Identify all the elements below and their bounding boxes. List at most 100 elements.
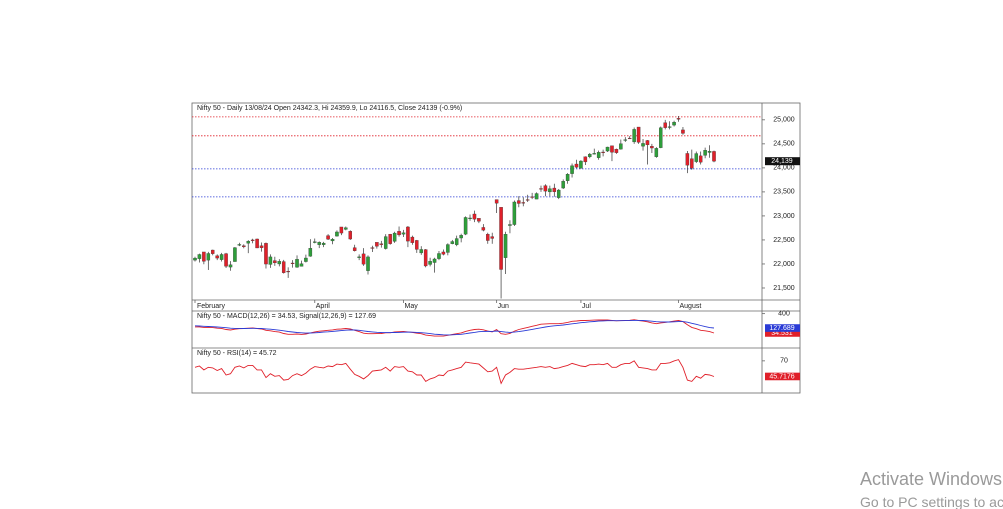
candle-body (437, 253, 441, 259)
y-tick-label: 400 (778, 310, 790, 317)
candle-body (543, 185, 548, 192)
candle-body (503, 234, 508, 258)
candle-body (281, 261, 286, 273)
candle-body (326, 235, 330, 240)
candle-body (237, 244, 242, 246)
candle-body (193, 257, 197, 261)
candle-body (410, 236, 415, 243)
candle-body (517, 200, 521, 204)
candle-body (242, 245, 246, 248)
candle-body (698, 155, 703, 163)
candle-body (694, 153, 699, 162)
candle-body (392, 232, 397, 242)
candle-body (295, 259, 299, 268)
value-box-label: 127.689 (769, 325, 794, 332)
candle-body (344, 227, 348, 230)
y-tick-label: 22,500 (773, 237, 795, 244)
candle-body (490, 236, 494, 239)
x-tick-label: August (680, 303, 702, 310)
candle-body (570, 165, 574, 174)
candle-body (206, 253, 211, 261)
candle-body (552, 187, 557, 192)
candle-body (654, 148, 659, 157)
candle-body (690, 158, 694, 169)
value-box-label: 45.7176 (769, 373, 794, 380)
candle-body (610, 145, 614, 153)
candle-body (210, 249, 215, 254)
candle-body (596, 152, 601, 158)
candle-body (348, 231, 353, 240)
x-tick-label: Jul (582, 303, 591, 310)
candle-body (632, 129, 636, 143)
candle-body (224, 253, 228, 267)
candle-body (383, 236, 388, 249)
candle-body (556, 189, 561, 198)
candle-body (202, 251, 206, 262)
y-tick-label: 25,000 (773, 117, 795, 124)
candle-body (290, 262, 295, 264)
candle-body (636, 126, 641, 143)
value-box-label: 34.531 (771, 330, 793, 337)
indicator-line (194, 359, 715, 385)
candle-body (406, 226, 410, 242)
candle-body (681, 129, 685, 134)
y-tick-label: 70 (780, 358, 788, 365)
candle-body (623, 139, 628, 141)
candle-body (650, 146, 654, 149)
candle-body (379, 243, 384, 245)
candle-body (335, 231, 339, 237)
x-tick-label: May (404, 303, 418, 310)
candle-body (441, 251, 446, 255)
candle-body (397, 231, 401, 236)
candle-body (352, 247, 357, 251)
last-price-label: 24,139 (771, 158, 793, 165)
candle-body (463, 217, 468, 235)
candle-body (530, 196, 534, 198)
panel-title: Nifty 50 - Daily 13/08/24 Open 24342.3, … (197, 105, 462, 112)
candle-body (339, 226, 344, 234)
candle-body (499, 207, 503, 270)
candle-body (361, 253, 366, 265)
candle-body (468, 217, 472, 219)
candle-body (299, 263, 304, 267)
candle-body (703, 150, 707, 156)
candle-body (619, 143, 623, 150)
candle-body (268, 256, 273, 265)
candle-body (481, 227, 486, 231)
candle-body (446, 244, 450, 253)
candle-body (450, 241, 455, 244)
candle-body (259, 245, 264, 248)
candle-body (548, 188, 552, 193)
candle-body (645, 140, 650, 146)
value-box (765, 324, 800, 332)
candle-body (366, 256, 370, 271)
candle-body (707, 151, 712, 153)
candle-body (583, 156, 588, 163)
y-tick-label: 23,500 (773, 189, 795, 196)
last-price-box (765, 157, 800, 166)
value-box (765, 372, 800, 381)
y-tick-label: 24,500 (773, 141, 795, 148)
candle-body (494, 199, 499, 204)
candle-body (304, 257, 308, 262)
candle-body (197, 254, 202, 259)
chart-frame (191, 102, 801, 394)
candle-body (277, 261, 282, 265)
candle-body (401, 232, 406, 235)
candle-body (419, 249, 423, 254)
candle-body (286, 271, 290, 273)
candle-body (313, 241, 317, 243)
candle-body (264, 243, 268, 265)
candle-body (415, 240, 419, 250)
panel-title: Nifty 50 - MACD(12,26) = 34.53, Signal(1… (197, 313, 376, 320)
panel-title: Nifty 50 - RSI(14) = 45.72 (197, 350, 277, 357)
candle-body (627, 137, 632, 140)
candle-body (601, 151, 605, 153)
candle-body (321, 242, 326, 245)
candle-body (685, 153, 690, 166)
y-tick-label: 22,000 (773, 261, 795, 268)
candle-body (588, 153, 592, 157)
candle-body (370, 247, 375, 249)
